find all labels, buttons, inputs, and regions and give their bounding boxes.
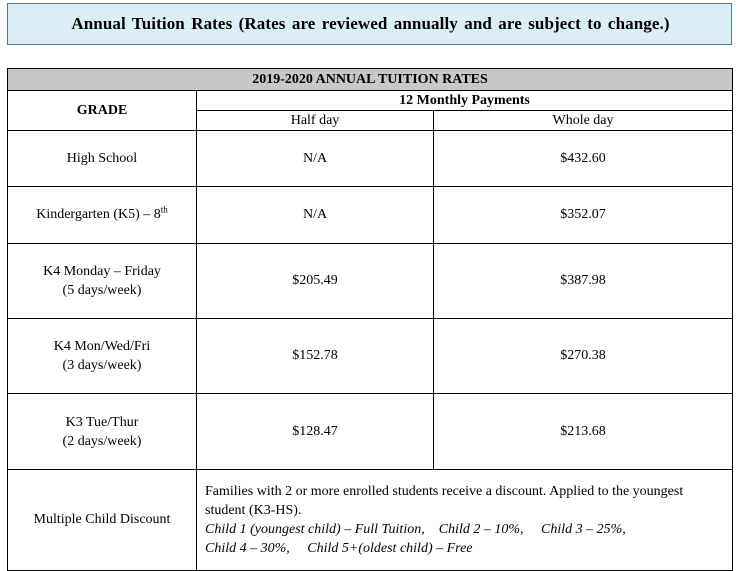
half-day-rate: $205.49 (196, 243, 434, 319)
grade-cell: K3 Tue/Thur (2 days/week) (7, 393, 197, 470)
whole-day-header: Whole day (432, 110, 734, 131)
discount-label: Multiple Child Discount (7, 469, 197, 571)
table-row: K4 Mon/Wed/Fri (3 days/week) $152.78 $270… (7, 318, 734, 394)
whole-day-rate: $270.38 (432, 318, 734, 394)
page-banner: Annual Tuition Rates (Rates are reviewed… (7, 3, 732, 45)
half-day-header: Half day (196, 110, 434, 131)
discount-description: Families with 2 or more enrolled student… (195, 469, 734, 571)
grade-cell: K4 Mon/Wed/Fri (3 days/week) (7, 318, 197, 394)
whole-day-rate: $352.07 (432, 186, 734, 244)
half-day-rate: N/A (196, 186, 434, 244)
table-row: Kindergarten (K5) – 8th N/A $352.07 (7, 186, 734, 244)
whole-day-rate: $213.68 (432, 393, 734, 470)
discount-detail-line2: Child 4 – 30%, Child 5+(oldest child) – … (205, 541, 473, 556)
grade-cell: High School (7, 130, 197, 187)
grade-header: GRADE (7, 90, 197, 131)
monthly-payments-header: 12 Monthly Payments (195, 90, 734, 111)
grade-cell: K4 Monday – Friday (5 days/week) (7, 243, 197, 319)
banner-title: Annual Tuition Rates (Rates are reviewed… (71, 14, 670, 33)
whole-day-rate: $432.60 (432, 130, 734, 187)
half-day-rate: N/A (196, 130, 434, 187)
discount-text: Families with 2 or more enrolled student… (205, 484, 684, 518)
tuition-rates-table: 2019-2020 ANNUAL TUITION RATES GRADE 12 … (6, 68, 734, 571)
table-row: K3 Tue/Thur (2 days/week) $128.47 $213.68 (7, 393, 734, 470)
table-row: K4 Monday – Friday (5 days/week) $205.49 … (7, 243, 734, 319)
half-day-rate: $128.47 (196, 393, 434, 470)
table-row: High School N/A $432.60 (7, 130, 734, 187)
discount-row: Multiple Child Discount Families with 2 … (7, 469, 734, 571)
discount-detail-line1: Child 1 (youngest child) – Full Tuition,… (205, 522, 626, 537)
half-day-rate: $152.78 (196, 318, 434, 394)
grade-cell: Kindergarten (K5) – 8th (7, 186, 197, 244)
table-title: 2019-2020 ANNUAL TUITION RATES (6, 68, 734, 91)
whole-day-rate: $387.98 (432, 243, 734, 319)
